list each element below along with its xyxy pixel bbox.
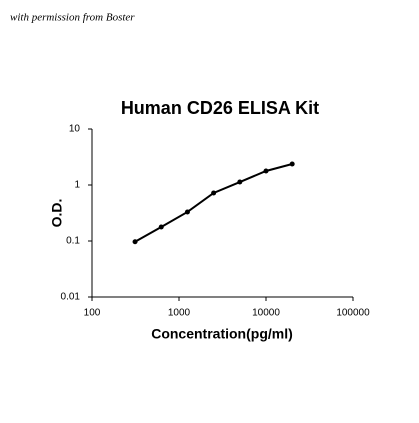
x-tick-label: 100	[84, 308, 101, 319]
point	[237, 179, 243, 185]
x-tick-label: 10000	[252, 308, 280, 319]
x-tick-label: 1000	[168, 308, 191, 319]
y-axis-label: O.D.	[49, 199, 65, 228]
point	[158, 224, 164, 230]
chart-title: Human CD26 ELISA Kit	[121, 98, 319, 118]
curve	[134, 163, 293, 243]
point	[132, 239, 138, 245]
watermark: with permission from Boster	[10, 12, 135, 24]
y-tick-label: 10	[69, 124, 81, 135]
y-tick-label: 0.1	[66, 236, 80, 247]
x-tick-label: 100000	[336, 308, 370, 319]
point	[289, 161, 295, 167]
point	[263, 168, 269, 174]
y-tick-label: 0.01	[61, 292, 81, 303]
point	[211, 190, 217, 196]
y-tick-label: 1	[74, 180, 80, 191]
point	[184, 209, 190, 215]
x-axis-label: Concentration(pg/ml)	[151, 326, 293, 342]
